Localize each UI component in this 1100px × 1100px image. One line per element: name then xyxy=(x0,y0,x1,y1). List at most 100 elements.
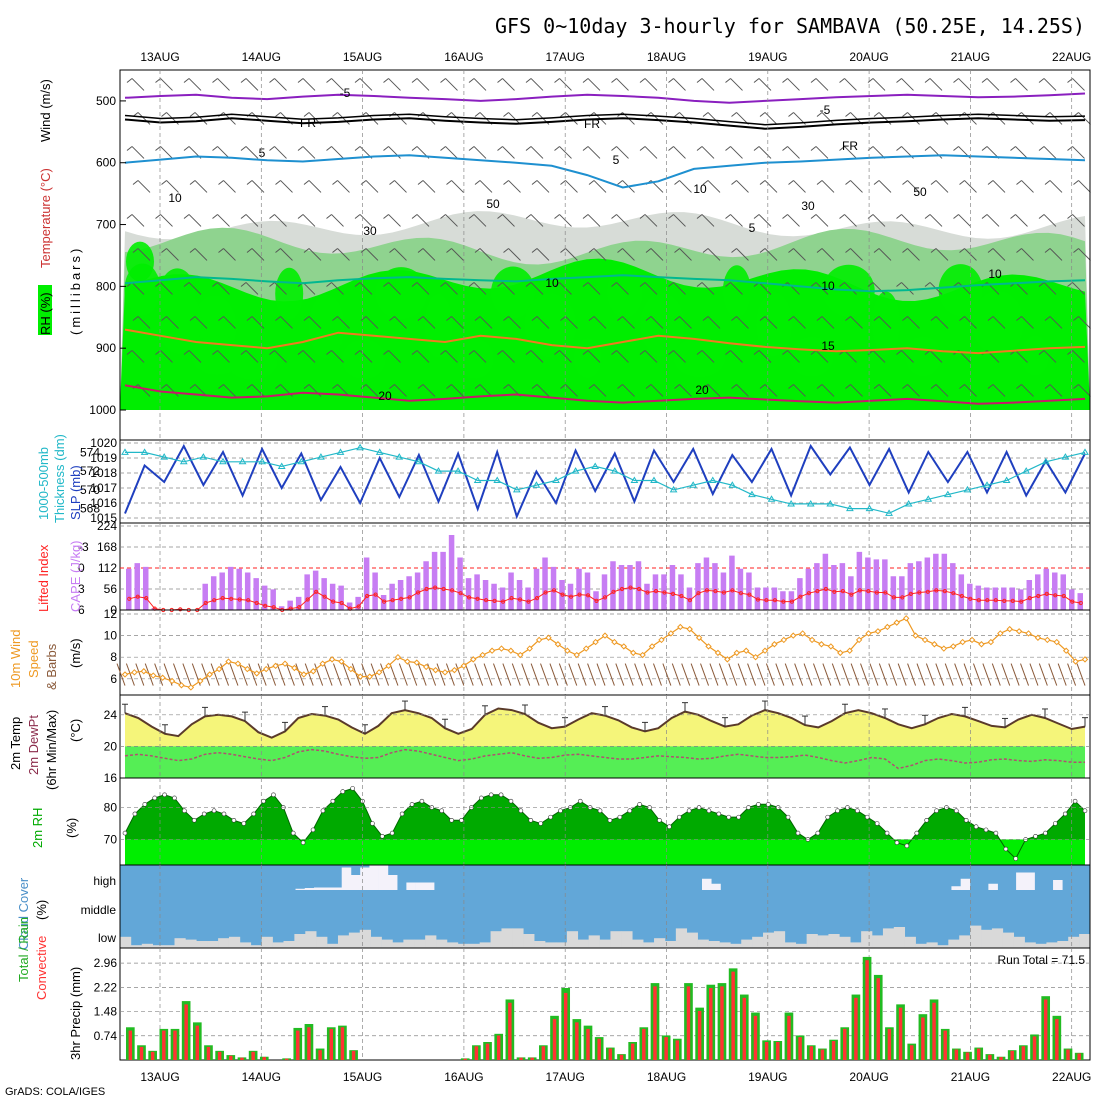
low-cloud-bar xyxy=(392,942,404,948)
wind-barb-flag xyxy=(782,78,788,83)
surface-wind-barb xyxy=(493,663,502,686)
wind-barb-flag xyxy=(297,350,304,355)
wind-barb-flag xyxy=(218,384,224,389)
wind-barb-flag xyxy=(560,316,566,321)
wind-barb-flag xyxy=(953,146,959,151)
wind-barb-upper xyxy=(907,180,920,193)
wind-barb-flag xyxy=(183,282,190,287)
wind-barb-flag xyxy=(240,78,247,83)
wind-speed-marker xyxy=(667,630,675,637)
rh2m-marker xyxy=(726,814,732,820)
wind-barb-upper xyxy=(223,384,236,397)
wind-barb-upper xyxy=(194,248,208,261)
wind-barb-upper xyxy=(764,180,778,193)
cape-bar xyxy=(584,572,591,610)
rh2m-marker xyxy=(389,830,395,836)
wind-barb-upper xyxy=(901,350,914,363)
cape-bar xyxy=(202,583,208,610)
wind-barb-upper xyxy=(274,146,287,159)
precip-conv-bar xyxy=(854,997,858,1060)
li-marker xyxy=(1010,598,1015,604)
precip-conv-bar xyxy=(776,1042,780,1060)
wind-barb-upper xyxy=(160,350,173,363)
surface-wind-barb xyxy=(888,663,898,686)
wind-barb-flag xyxy=(155,214,161,219)
wind-barb-flag xyxy=(189,112,196,117)
wind-barb-flag xyxy=(497,350,503,355)
wind-speed-marker xyxy=(140,668,148,675)
wind-barb-flag xyxy=(383,214,389,219)
surface-wind-barb xyxy=(210,663,220,686)
wind-barb-flag xyxy=(873,248,880,253)
low-cloud-bar xyxy=(861,931,873,948)
wind-barb-upper xyxy=(616,282,629,295)
wind-speed-marker xyxy=(686,625,693,633)
wind-barb-flag xyxy=(617,180,623,185)
date-label-bottom: 19AUG xyxy=(748,1070,787,1084)
wind-speed-marker xyxy=(582,645,590,652)
wind-barb-upper xyxy=(935,180,949,193)
wind-barb-upper xyxy=(821,180,835,193)
wind-barb-flag xyxy=(468,146,475,151)
wind-barb-upper xyxy=(302,214,316,227)
low-cloud-bar xyxy=(773,931,786,948)
precip-conv-bar xyxy=(653,986,657,1060)
wind-speed-marker xyxy=(592,638,599,646)
credit-label: GrADS: COLA/IGES xyxy=(5,1086,105,1098)
wind-barb-flag xyxy=(332,180,338,185)
wind-barb-upper xyxy=(901,214,914,227)
low-cloud-bar xyxy=(664,941,677,948)
wind-barb-upper xyxy=(644,282,658,295)
wind-speed-marker xyxy=(215,665,223,673)
wind-speed-marker xyxy=(611,638,618,646)
thickness-marker xyxy=(904,499,913,507)
wind-barb-flag xyxy=(896,78,902,83)
surface-wind-barb xyxy=(653,663,662,686)
wind-barb-upper xyxy=(730,214,743,227)
precip-panel: 2.96 2.22 1.48 0.74 Run Total = 71.5 Total / … xyxy=(16,917,1091,1061)
thickness-marker xyxy=(963,485,972,493)
wind-speed-marker xyxy=(818,641,825,648)
wind-barb-flag xyxy=(269,350,275,355)
wind-barb-flag xyxy=(668,282,674,287)
wind-barb-flag xyxy=(531,384,538,389)
wind-label-b: Speed xyxy=(26,640,41,678)
precip-conv-bar xyxy=(965,1052,970,1060)
wind-barb-upper xyxy=(992,384,1006,397)
wind-barb-flag xyxy=(816,112,823,117)
low-cloud-bar xyxy=(763,932,775,948)
rh2m-marker xyxy=(1013,856,1019,861)
cape-bar xyxy=(805,568,812,610)
wind-barb-upper xyxy=(217,350,230,363)
pressure-tick-label: 900 xyxy=(96,341,116,355)
li-marker xyxy=(985,598,990,603)
wind-barb-flag xyxy=(474,248,481,253)
wind-barb-flag xyxy=(1073,384,1079,389)
low-cloud-bar xyxy=(152,945,164,948)
surface-wind-barb xyxy=(285,663,295,686)
wind-barb-flag xyxy=(611,350,617,355)
precip-tick: 2.22 xyxy=(94,980,118,994)
wind-barb-upper xyxy=(872,350,886,363)
low-cloud-bar xyxy=(555,942,568,948)
wind-barb-upper xyxy=(245,282,259,295)
cape-bar xyxy=(1043,568,1050,610)
cape-bar xyxy=(737,568,744,610)
surface-wind-barb xyxy=(408,663,418,686)
wind-barb-flag xyxy=(696,214,703,219)
low-cloud-bar xyxy=(196,941,208,948)
rh2m-marker xyxy=(983,827,989,833)
low-cloud-bar xyxy=(621,931,633,948)
wind-barb-flag xyxy=(731,112,737,117)
thickness-marker xyxy=(630,476,639,483)
li-marker xyxy=(662,590,667,595)
wind-barb-upper xyxy=(764,248,778,261)
wind-speed-marker xyxy=(526,645,533,652)
rh2m-marker xyxy=(855,808,860,814)
wind-barb-upper xyxy=(217,214,230,227)
wind-barb-upper xyxy=(565,112,578,125)
precip-conv-bar xyxy=(575,1022,579,1060)
surface-wind-barb xyxy=(897,663,907,686)
wind-barb-upper xyxy=(308,180,322,193)
rh2m-marker xyxy=(1062,811,1068,817)
